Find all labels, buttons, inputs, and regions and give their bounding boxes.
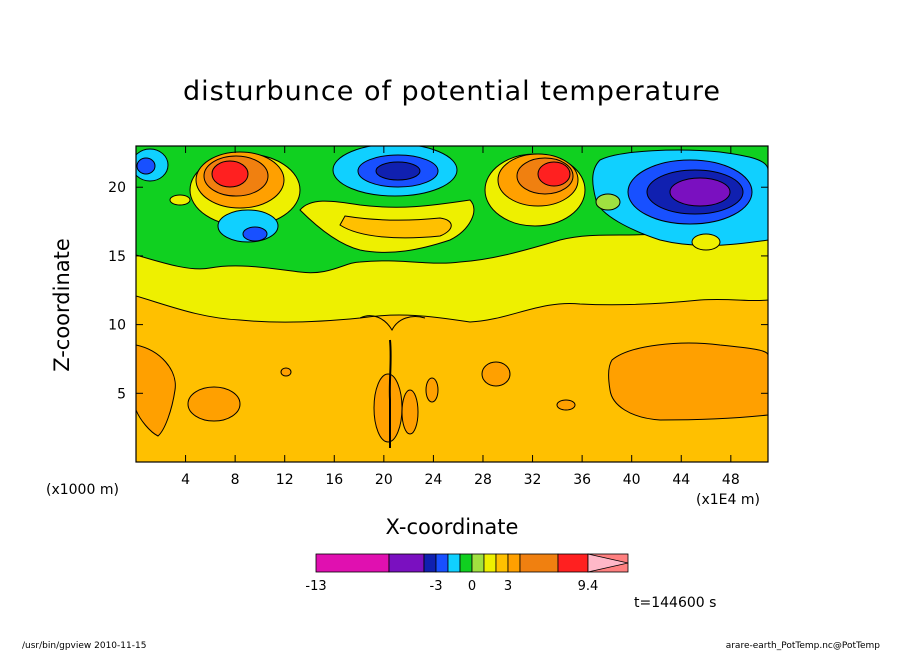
colorbar-segment <box>459 553 473 573</box>
colorbar: -13 -3 0 3 9.4 <box>305 553 629 594</box>
colorbar-segment <box>471 553 485 573</box>
x-tick-label: 8 <box>231 472 240 488</box>
colorbar-extend-arrow <box>587 553 629 573</box>
field-red-right <box>537 161 571 187</box>
colorbar-segment <box>557 553 589 573</box>
field-orange-blob-6 <box>425 377 439 403</box>
colorbar-segment <box>447 553 461 573</box>
y-tick-label: 20 <box>108 180 126 196</box>
x-tick-label: 36 <box>573 472 591 488</box>
colorbar-label: 9.4 <box>578 579 599 594</box>
field-lblue-corner <box>136 157 156 175</box>
y-axis-label: Z-coordinate <box>50 238 74 372</box>
footer-program: /usr/bin/gpview 2010-11-15 <box>22 641 147 651</box>
plot-frame <box>135 145 769 463</box>
colorbar-segment <box>519 553 559 573</box>
x-tick-label: 40 <box>623 472 641 488</box>
x-axis-scale: (x1E4 m) <box>696 492 760 508</box>
y-tick-label: 10 <box>108 318 126 334</box>
field-red-left <box>211 160 249 188</box>
field-plume <box>388 339 392 448</box>
field-orange-blob-7 <box>556 399 576 411</box>
y-tick-label: 15 <box>108 249 126 265</box>
field-orange-right-low <box>608 342 768 421</box>
colorbar-segment <box>435 553 449 573</box>
x-tick-label: 32 <box>524 472 542 488</box>
colorbar-label: -3 <box>430 579 443 594</box>
field-orange-lowleft <box>136 344 176 437</box>
x-tick-label: 16 <box>325 472 343 488</box>
field-orange-center <box>339 215 452 239</box>
field-green-patch-2 <box>169 194 191 206</box>
x-tick-label: 4 <box>181 472 190 488</box>
field-orange-blob-8 <box>280 367 292 377</box>
x-tick-label: 20 <box>375 472 393 488</box>
x-tick-label: 48 <box>722 472 740 488</box>
colorbar-label: -13 <box>305 579 326 594</box>
y-tick-label: 5 <box>117 386 126 402</box>
field-orange-blob-5 <box>401 389 419 435</box>
colorbar-label: 0 <box>468 579 476 594</box>
chart-title: disturbunce of potential temperature <box>183 76 721 107</box>
colorbar-segment <box>495 553 509 573</box>
field-orange-blob-2 <box>187 386 241 422</box>
field-orange-blob-4 <box>373 373 403 443</box>
colorbar-segment <box>315 553 390 573</box>
x-axis-label: X-coordinate <box>385 515 519 539</box>
colorbar-segment <box>483 553 497 573</box>
x-tick-label: 24 <box>424 472 442 488</box>
field-yellow-patch-1 <box>691 233 721 251</box>
colorbar-label: 3 <box>504 579 512 594</box>
field-lblue-left <box>242 226 268 242</box>
field-green-patch-1 <box>595 193 621 211</box>
field-purple-right <box>669 177 731 207</box>
x-tick-label: 28 <box>474 472 492 488</box>
field-blue-center <box>375 161 421 181</box>
contour-field <box>136 146 768 462</box>
x-tick-label: 44 <box>672 472 690 488</box>
x-tick-label: 12 <box>276 472 294 488</box>
colorbar-segment <box>388 553 425 573</box>
footer-source: arare-earth_PotTemp.nc@PotTemp <box>725 641 880 651</box>
colorbar-segment <box>423 553 437 573</box>
colorbar-segment <box>507 553 521 573</box>
time-label: t=144600 s <box>634 595 717 611</box>
field-orange-blob-3 <box>481 361 511 387</box>
x-axis-unit: (x1000 m) <box>46 482 119 498</box>
field-plume-2 <box>359 315 426 332</box>
